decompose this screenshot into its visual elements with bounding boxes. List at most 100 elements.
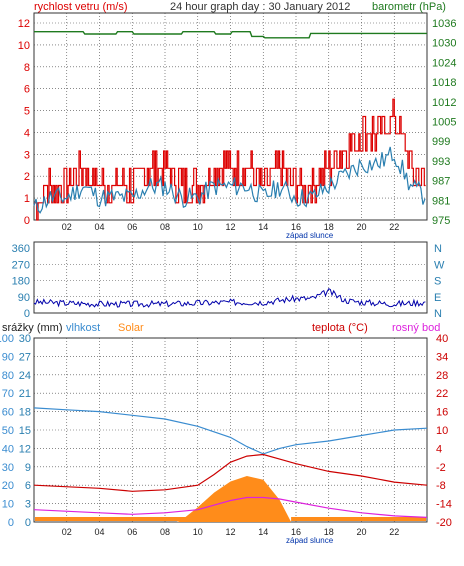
solar-label: Solar (118, 322, 144, 334)
wind-tick-label: 0 (24, 215, 30, 227)
x-tick-label: 06 (127, 222, 137, 232)
wind-axis-title: rychlost vetru (m/s) (34, 1, 128, 13)
temperature-tick-label: 34 (436, 351, 448, 363)
x-tick-label: 18 (324, 222, 334, 232)
x-tick-label: 16 (291, 222, 301, 232)
temperature-tick-label: -2 (436, 462, 446, 474)
axis-ticks: 0202040406060808101012121414161618182020… (0, 18, 456, 537)
pressure-line (34, 31, 427, 39)
graph-title: 24 hour graph day : 30 January 2012 (170, 1, 350, 13)
rain-tick-label: 12 (19, 443, 31, 455)
pressure-tick-label: 1036 (432, 18, 456, 30)
temperature-tick-label: 40 (436, 333, 448, 345)
x-tick-label: 18 (324, 527, 334, 537)
humidity-tick-label: 30 (2, 462, 14, 474)
wind-tick-label: 3 (24, 149, 30, 161)
compass-tick-label: W (434, 259, 445, 271)
humidity-tick-label: 20 (2, 480, 14, 492)
sunset-label-top: západ slunce (286, 231, 334, 240)
pressure-tick-label: 1005 (432, 117, 456, 129)
humidity-tick-label: 80 (2, 370, 14, 382)
temperature-tick-label: -8 (436, 480, 446, 492)
pressure-tick-label: 1024 (432, 57, 456, 69)
temperature-tick-label: -20 (436, 517, 452, 529)
humidity-line (33, 407, 428, 455)
rain-label: srážky (mm) (2, 322, 63, 334)
x-tick-label: 08 (160, 222, 170, 232)
x-tick-label: 04 (94, 527, 104, 537)
pressure-tick-label: 1030 (432, 38, 456, 50)
temperature-tick-label: 16 (436, 407, 448, 419)
wind-direction-line (33, 288, 426, 308)
pressure-tick-label: 981 (432, 195, 450, 207)
x-tick-label: 10 (193, 222, 203, 232)
temperature-tick-label: 28 (436, 370, 448, 382)
humidity-tick-label: 50 (2, 425, 14, 437)
pressure-tick-label: 1018 (432, 77, 456, 89)
x-tick-label: 06 (127, 527, 137, 537)
wind-tick-label: 6 (24, 84, 30, 96)
humidity-tick-label: 90 (2, 351, 14, 363)
humidity-tick-label: 60 (2, 407, 14, 419)
temperature-line (33, 453, 428, 492)
direction-tick-label: 180 (12, 276, 30, 288)
x-tick-label: 12 (225, 527, 235, 537)
rain-tick-label: 15 (19, 425, 31, 437)
x-tick-label: 12 (225, 222, 235, 232)
rain-tick-label: 27 (19, 351, 31, 363)
pressure-tick-label: 999 (432, 136, 450, 148)
wind-average-line (33, 146, 426, 214)
compass-tick-label: N (434, 243, 442, 255)
wind-tick-label: 4 (24, 127, 30, 139)
compass-tick-label: E (434, 292, 441, 304)
humidity-tick-label: 70 (2, 388, 14, 400)
x-tick-label: 14 (258, 527, 268, 537)
wind-tick-label: 2 (24, 171, 30, 183)
direction-tick-label: 90 (18, 292, 30, 304)
temperature-tick-label: 4 (436, 443, 442, 455)
temperature-series (33, 407, 428, 522)
temperature-label: teplota (°C) (312, 322, 368, 334)
compass-tick-label: S (434, 276, 441, 288)
pressure-tick-label: 993 (432, 156, 450, 168)
humidity-label: vlhkost (66, 322, 100, 334)
direction-series (33, 288, 426, 308)
rain-tick-label: 9 (25, 462, 31, 474)
rain-tick-label: 21 (19, 388, 31, 400)
x-tick-label: 04 (94, 222, 104, 232)
x-tick-label: 16 (291, 527, 301, 537)
wind-tick-label: 5 (24, 106, 30, 118)
x-tick-label: 22 (389, 222, 399, 232)
rain-baseline-bar (291, 517, 426, 521)
rain-baseline-bar (35, 517, 215, 521)
temperature-tick-label: 10 (436, 425, 448, 437)
x-tick-label: 02 (62, 222, 72, 232)
x-tick-label: 08 (160, 527, 170, 537)
direction-tick-label: 360 (12, 243, 30, 255)
wind-panel-frame (33, 12, 428, 221)
solar-area (176, 476, 292, 522)
wind-series (33, 31, 427, 221)
wind-tick-label: 8 (24, 62, 30, 74)
temperature-tick-label: 22 (436, 388, 448, 400)
pressure-tick-label: 1012 (432, 97, 456, 109)
x-tick-label: 20 (356, 222, 366, 232)
pressure-axis-title: barometr (hPa) (372, 1, 446, 13)
rain-tick-label: 24 (19, 370, 31, 382)
x-tick-label: 10 (193, 527, 203, 537)
wind-tick-label: 1 (24, 193, 30, 205)
x-tick-label: 02 (62, 527, 72, 537)
sunset-label-bottom: západ slunce (286, 536, 334, 545)
x-tick-label: 20 (356, 527, 366, 537)
rain-tick-label: 0 (25, 517, 31, 529)
rain-tick-label: 18 (19, 407, 31, 419)
dewpoint-label: rosný bod (392, 322, 440, 334)
pressure-tick-label: 975 (432, 215, 450, 227)
wind-gust-line (34, 98, 426, 221)
rain-tick-label: 6 (25, 480, 31, 492)
pressure-tick-label: 987 (432, 176, 450, 188)
humidity-tick-label: 0 (8, 517, 14, 529)
humidity-tick-label: 100 (0, 333, 14, 345)
rain-tick-label: 3 (25, 499, 31, 511)
